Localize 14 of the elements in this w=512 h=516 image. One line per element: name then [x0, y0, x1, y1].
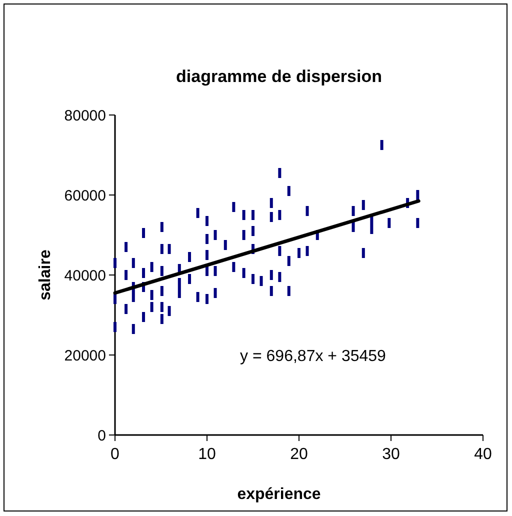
- x-axis-title: expérience: [237, 486, 321, 503]
- y-tick-label: 60000: [64, 187, 106, 204]
- y-tick-label: 80000: [64, 107, 106, 124]
- x-tick-label: 40: [474, 446, 492, 463]
- y-tick-label: 20000: [64, 347, 106, 364]
- chart-title: diagramme de dispersion: [176, 67, 382, 86]
- y-axis-title: salaire: [37, 250, 54, 300]
- x-tick-label: 10: [198, 446, 216, 463]
- x-tick-label: 20: [290, 446, 308, 463]
- y-tick-label: 40000: [64, 267, 106, 284]
- x-tick-label: 30: [382, 446, 400, 463]
- y-tick-label: 0: [98, 427, 106, 444]
- x-tick-label: 0: [110, 446, 120, 463]
- annotation: y = 696,87x + 35459: [240, 348, 386, 365]
